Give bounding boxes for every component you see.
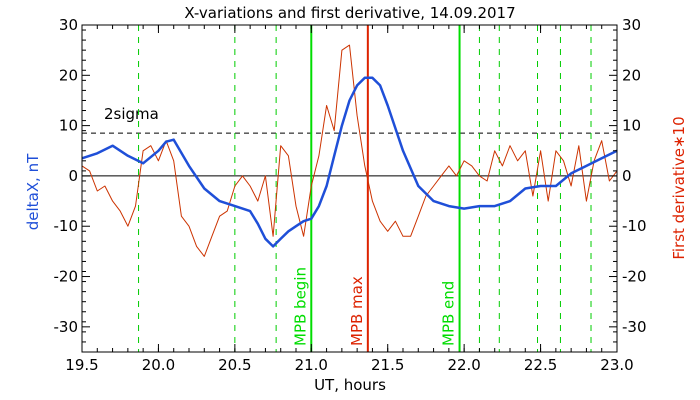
y-tick-label-left: -10 [54, 217, 79, 235]
y-tick-label-left: 10 [59, 117, 78, 135]
x-tick-label: 22.5 [524, 356, 557, 374]
x-tick-label: 20.0 [142, 356, 175, 374]
y-axis-label-right: First derivative∗10 [670, 116, 688, 259]
x-tick-label: 21.0 [295, 356, 328, 374]
series-line-deltax [81, 76, 618, 248]
y-tick-label-left: 20 [59, 66, 78, 84]
y-tick-label-right: -20 [622, 268, 647, 286]
marker-label: MPB end [440, 281, 458, 346]
y-tick-label-left: -20 [54, 268, 79, 286]
x-axis-label: UT, hours [314, 376, 386, 394]
y-tick-label-left: 0 [68, 167, 78, 185]
threshold-label: 2sigma [104, 105, 159, 123]
y-tick-label-right: 10 [622, 117, 641, 135]
x-tick-label: 20.5 [218, 356, 251, 374]
chart-title: X-variations and first derivative, 14.09… [184, 4, 515, 22]
x-tick-label: 23.0 [600, 356, 633, 374]
y-tick-label-right: 30 [622, 16, 641, 34]
x-tick-label: 19.5 [65, 356, 98, 374]
series-line-derivative [81, 44, 618, 257]
marker-label: MPB max [348, 276, 366, 346]
y-tick-label-right: -30 [622, 318, 647, 336]
x-tick-label: 22.0 [447, 356, 480, 374]
y-tick-label-left: 30 [59, 16, 78, 34]
y-tick-label-right: -10 [622, 217, 647, 235]
y-tick-label-right: 0 [622, 167, 632, 185]
x-tick-label: 21.5 [371, 356, 404, 374]
y-tick-label-left: -30 [54, 318, 79, 336]
y-tick-label-right: 20 [622, 66, 641, 84]
y-axis-label-left: deltaX, nT [24, 153, 42, 230]
plot-frame [81, 24, 618, 353]
marker-label: MPB begin [291, 267, 309, 346]
